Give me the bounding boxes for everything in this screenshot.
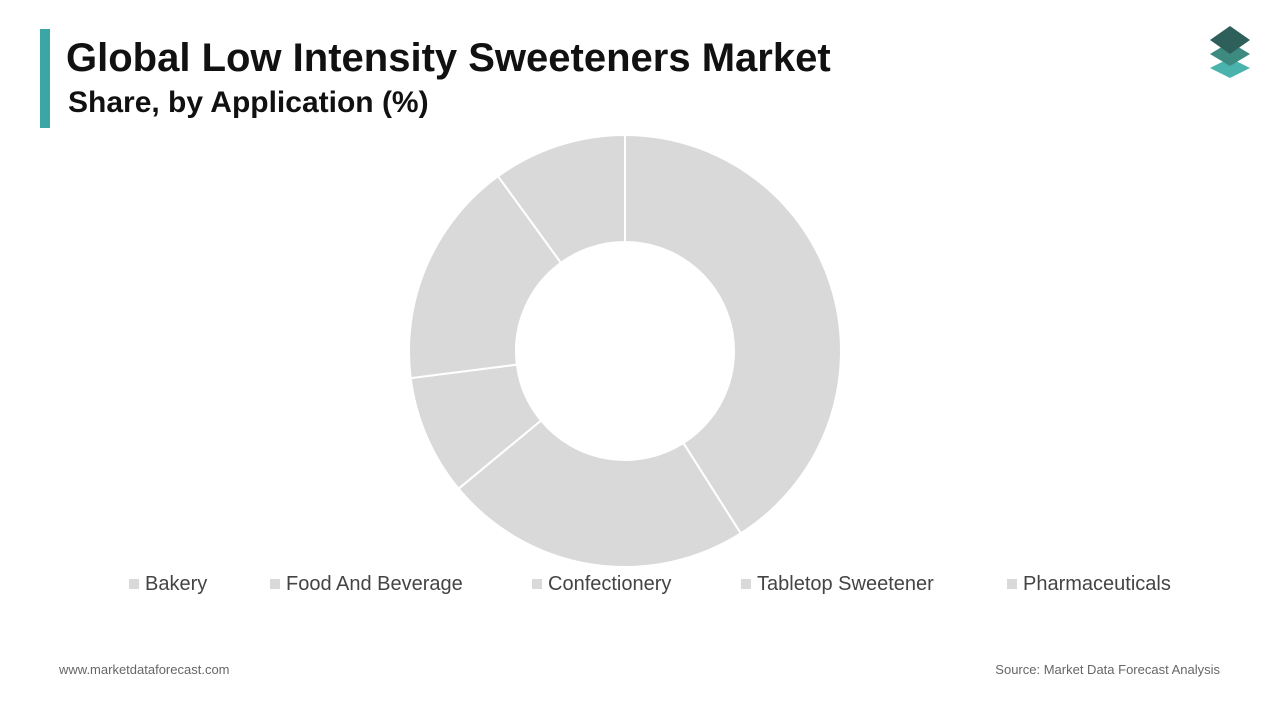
legend-swatch <box>129 579 139 589</box>
legend-swatch <box>741 579 751 589</box>
logo-layer-bottom <box>1210 58 1250 78</box>
legend-label: Confectionery <box>548 572 672 595</box>
legend-item-pharmaceuticals: Pharmaceuticals <box>1007 570 1171 598</box>
title-accent-bar <box>40 29 50 128</box>
website-link[interactable]: www.marketdataforecast.com <box>59 662 230 677</box>
donut-slice-tabletop-sweetener <box>408 174 563 380</box>
chart-title: Global Low Intensity Sweeteners Market <box>66 36 831 80</box>
legend-label: Food And Beverage <box>286 572 463 595</box>
legend-label: Tabletop Sweetener <box>757 572 934 595</box>
legend-item-food-and-beverage: Food And Beverage <box>270 570 463 598</box>
donut-slice-pharmaceuticals <box>496 133 626 265</box>
legend-item-tabletop-sweetener: Tabletop Sweetener <box>741 570 934 598</box>
logo-layer-top <box>1210 26 1250 54</box>
legend-swatch <box>270 579 280 589</box>
legend-label: Pharmaceuticals <box>1023 572 1171 595</box>
chart-subtitle: Share, by Application (%) <box>68 86 429 119</box>
legend-swatch <box>1007 579 1017 589</box>
legend-item-bakery: Bakery <box>129 570 207 598</box>
donut-slice-bakery <box>624 133 842 535</box>
legend-label: Bakery <box>145 572 208 595</box>
legend-swatch <box>532 579 542 589</box>
donut-chart <box>408 133 842 568</box>
chart-legend: Bakery Food And Beverage Confectionery T… <box>0 570 1280 598</box>
donut-slice-food-and-beverage <box>457 419 743 568</box>
legend-item-confectionery: Confectionery <box>532 570 671 598</box>
source-note: Source: Market Data Forecast Analysis <box>995 662 1220 677</box>
company-logo-icon <box>1210 26 1250 78</box>
